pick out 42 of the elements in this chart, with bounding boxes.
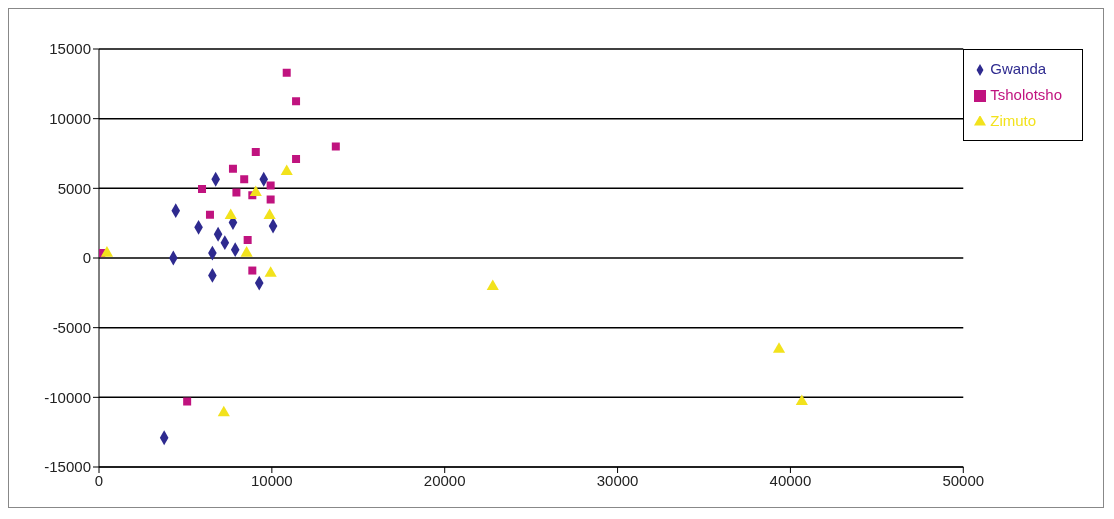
y-tick-label: 10000 (49, 109, 91, 127)
point (795, 394, 808, 406)
legend-label: Tsholotsho (990, 86, 1062, 103)
x-tick-label: 0 (94, 471, 104, 489)
y-tick-label: -15000 (44, 458, 91, 476)
x-tick-label: 10000 (251, 471, 293, 489)
point (243, 235, 252, 244)
point (240, 246, 253, 257)
point (772, 342, 786, 353)
point (282, 68, 291, 77)
point (249, 185, 262, 197)
point (224, 208, 237, 220)
x-tick-label: 30000 (596, 471, 639, 489)
point (292, 155, 301, 164)
legend-label: Gwanda (990, 60, 1047, 77)
point (266, 181, 275, 190)
point (280, 164, 293, 176)
point (331, 142, 340, 151)
point (292, 97, 301, 106)
x-tick-label: 40000 (769, 471, 812, 489)
point (198, 185, 207, 194)
point (205, 210, 214, 219)
point (100, 246, 114, 257)
y-tick-label: -5000 (52, 318, 91, 336)
point (240, 175, 249, 184)
y-tick-label: -10000 (44, 388, 91, 406)
point (251, 148, 260, 157)
x-tick-label: 20000 (423, 471, 466, 489)
point (266, 195, 275, 204)
y-tick-label: 15000 (49, 40, 91, 58)
point (217, 405, 230, 417)
point (183, 397, 192, 406)
point (228, 164, 237, 173)
point (248, 266, 257, 275)
legend-label: Zimuto (990, 112, 1037, 129)
point (264, 266, 277, 277)
point (263, 208, 276, 220)
y-tick-label: 0 (82, 249, 91, 267)
y-tick-label: 5000 (57, 179, 91, 197)
point (486, 279, 499, 291)
point (232, 188, 241, 197)
x-tick-label: 50000 (942, 471, 985, 489)
